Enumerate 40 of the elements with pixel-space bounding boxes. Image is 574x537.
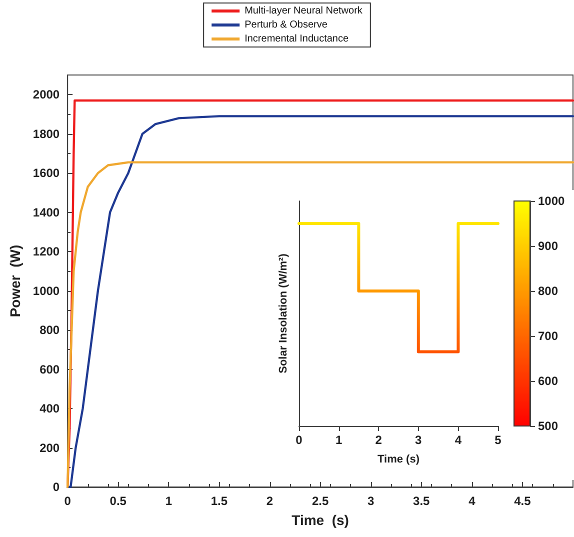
x-tick-label: 2.5 — [312, 494, 329, 508]
y-tick-label: 900 — [538, 239, 558, 253]
x-axis-title: Time (s) — [292, 512, 349, 528]
y-tick-label: 1800 — [32, 126, 60, 141]
y-tick-label: 200 — [40, 440, 60, 455]
x-tick-label: 2 — [266, 494, 274, 508]
y-tick-label: 1600 — [32, 166, 60, 180]
y-tick-label: 1400 — [32, 205, 60, 220]
x-tick-label: 3 — [367, 494, 374, 508]
y-tick-label: 800 — [40, 323, 60, 338]
y-tick-label: 500 — [538, 419, 558, 433]
x-tick-label: 4 — [454, 433, 462, 447]
x-tick-label: 1 — [165, 494, 172, 508]
y-tick-label: 0 — [52, 480, 60, 494]
x-tick-label: 0 — [64, 494, 72, 508]
legend-label: Multi-layer Neural Network — [244, 6, 364, 16]
y-axis-title: Power (W) — [7, 244, 23, 318]
x-tick-label: 1.5 — [210, 494, 228, 508]
y-tick-label: 1200 — [32, 244, 60, 259]
y-tick-label: 2000 — [32, 88, 60, 102]
y-tick-label: 700 — [538, 329, 558, 343]
x-tick-label: 2 — [375, 433, 382, 447]
x-axis-title: Time (s) — [378, 454, 420, 466]
y-tick-label: 800 — [538, 284, 558, 298]
x-tick-label: 0 — [296, 433, 303, 447]
x-tick-label: 3.5 — [413, 494, 430, 508]
x-tick-label: 4.5 — [514, 494, 532, 508]
legend-label: Perturb & Observe — [244, 20, 328, 30]
legend-label: Incremental Inductance — [244, 34, 349, 44]
x-tick-label: 1 — [335, 433, 342, 447]
y-axis-title: Solar Insolation (W/m²) — [278, 253, 290, 374]
y-tick-label: 1000 — [538, 194, 566, 208]
y-tick-label: 400 — [40, 402, 60, 416]
x-tick-label: 5 — [494, 433, 502, 447]
y-tick-label: 600 — [40, 362, 60, 376]
x-tick-label: 4 — [468, 494, 476, 508]
y-tick-label: 600 — [538, 374, 558, 388]
y-tick-label: 1000 — [32, 284, 60, 298]
x-tick-label: 0.5 — [110, 494, 127, 508]
x-tick-label: 3 — [415, 433, 422, 447]
